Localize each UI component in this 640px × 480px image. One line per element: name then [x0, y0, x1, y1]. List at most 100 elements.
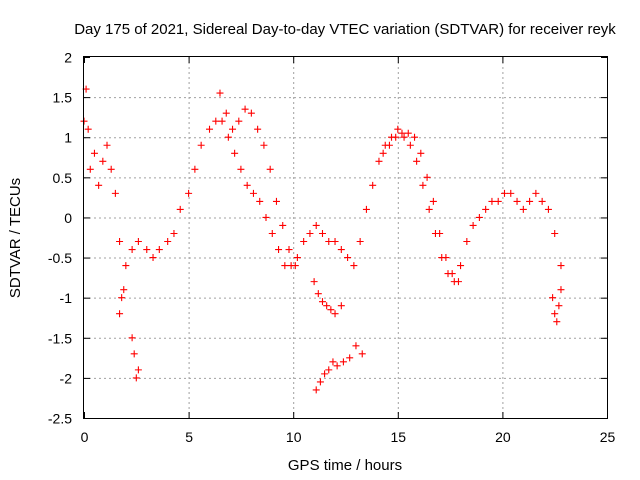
- y-tick-label: -1: [60, 290, 73, 306]
- data-point-marker: [513, 197, 521, 205]
- y-tick-label: -0.5: [48, 250, 72, 266]
- data-point-marker: [216, 89, 224, 97]
- data-point-marker: [519, 205, 527, 213]
- data-point-marker: [344, 254, 352, 262]
- data-point-marker: [316, 378, 324, 386]
- data-point-marker: [379, 149, 387, 157]
- data-point-marker: [268, 229, 276, 237]
- data-point-marker: [229, 125, 237, 133]
- y-tick-label: 1: [64, 130, 72, 146]
- data-point-marker: [103, 141, 111, 149]
- data-point-marker: [425, 205, 433, 213]
- y-tick-label: -2.5: [48, 411, 72, 427]
- data-point-marker: [394, 125, 402, 133]
- data-point-marker: [411, 133, 419, 141]
- data-point-marker: [469, 221, 477, 229]
- data-point-marker: [400, 133, 408, 141]
- data-point-marker: [260, 141, 268, 149]
- data-point-marker: [314, 290, 322, 298]
- data-point-marker: [406, 141, 414, 149]
- data-point-marker: [122, 262, 130, 270]
- data-point-marker: [454, 278, 462, 286]
- y-tick-label: 0.5: [53, 170, 73, 186]
- data-point-marker: [557, 262, 565, 270]
- data-point-marker: [310, 278, 318, 286]
- data-point-marker: [526, 197, 534, 205]
- data-point-marker: [235, 117, 243, 125]
- data-point-marker: [318, 229, 326, 237]
- grid-lines: [84, 57, 607, 418]
- data-point-marker: [551, 229, 559, 237]
- data-point-marker: [417, 149, 425, 157]
- x-tick-label: 15: [391, 429, 407, 445]
- data-point-marker: [321, 370, 329, 378]
- data-point-marker: [475, 213, 483, 221]
- data-point-marker: [398, 129, 406, 137]
- data-point-marker: [375, 157, 383, 165]
- y-tick-label: -2: [60, 370, 73, 386]
- data-point-marker: [436, 229, 444, 237]
- y-tick-label: 2: [64, 50, 72, 66]
- data-point-marker: [350, 262, 358, 270]
- data-point-marker: [291, 262, 299, 270]
- x-tick-label: 10: [286, 429, 302, 445]
- data-point-marker: [99, 157, 107, 165]
- data-point-marker: [327, 306, 335, 314]
- data-point-marker: [538, 197, 546, 205]
- data-point-marker: [507, 189, 515, 197]
- data-point-marker: [419, 181, 427, 189]
- data-point-marker: [442, 254, 450, 262]
- series-upper-arcs: [216, 89, 462, 286]
- chart-title: Day 175 of 2021, Sidereal Day-to-day VTE…: [74, 21, 616, 38]
- data-point-marker: [325, 238, 333, 246]
- data-point-marker: [116, 238, 124, 246]
- data-point-marker: [494, 197, 502, 205]
- data-point-marker: [197, 141, 205, 149]
- data-point-marker: [352, 342, 360, 350]
- data-point-marker: [312, 386, 320, 394]
- data-point-marker: [86, 165, 94, 173]
- data-point-marker: [285, 246, 293, 254]
- data-point-marker: [544, 205, 552, 213]
- data-point-marker: [318, 298, 326, 306]
- data-point-marker: [218, 117, 226, 125]
- data-point-marker: [116, 310, 124, 318]
- y-tick-label: -1.5: [48, 330, 72, 346]
- data-point-marker: [176, 205, 184, 213]
- data-point-marker: [325, 366, 333, 374]
- series-main-band: [80, 85, 565, 286]
- y-ticks: 2 1.5 1 0.5 0 -0.5 -1 -1.5 -2 -2.5: [48, 50, 607, 427]
- data-point-marker: [333, 362, 341, 370]
- data-point-marker: [275, 246, 283, 254]
- data-point-marker: [549, 294, 557, 302]
- data-point-marker: [272, 197, 280, 205]
- data-point-marker: [155, 246, 163, 254]
- data-point-marker: [237, 165, 245, 173]
- data-point-marker: [331, 238, 339, 246]
- data-point-marker: [191, 165, 199, 173]
- y-tick-label: 1.5: [53, 90, 73, 106]
- data-point-marker: [306, 229, 314, 237]
- data-point-marker: [262, 213, 270, 221]
- data-point-marker: [555, 302, 563, 310]
- data-point-marker: [266, 165, 274, 173]
- data-point-marker: [356, 238, 364, 246]
- data-point-marker: [300, 238, 308, 246]
- data-point-marker: [143, 246, 151, 254]
- data-point-marker: [323, 302, 331, 310]
- data-point-marker: [170, 229, 178, 237]
- data-point-marker: [500, 189, 508, 197]
- series-lower-arcs: [116, 278, 565, 394]
- data-point-marker: [107, 165, 115, 173]
- y-axis-label: SDTVAR / TECUs: [7, 178, 24, 298]
- x-tick-label: 5: [185, 429, 193, 445]
- data-point-marker: [149, 254, 157, 262]
- data-point-marker: [482, 205, 490, 213]
- data-point-marker: [423, 173, 431, 181]
- data-point-marker: [281, 262, 289, 270]
- data-point-marker: [206, 125, 214, 133]
- data-point-marker: [293, 254, 301, 262]
- data-point-marker: [329, 358, 337, 366]
- data-point-marker: [337, 302, 345, 310]
- data-point-marker: [488, 197, 496, 205]
